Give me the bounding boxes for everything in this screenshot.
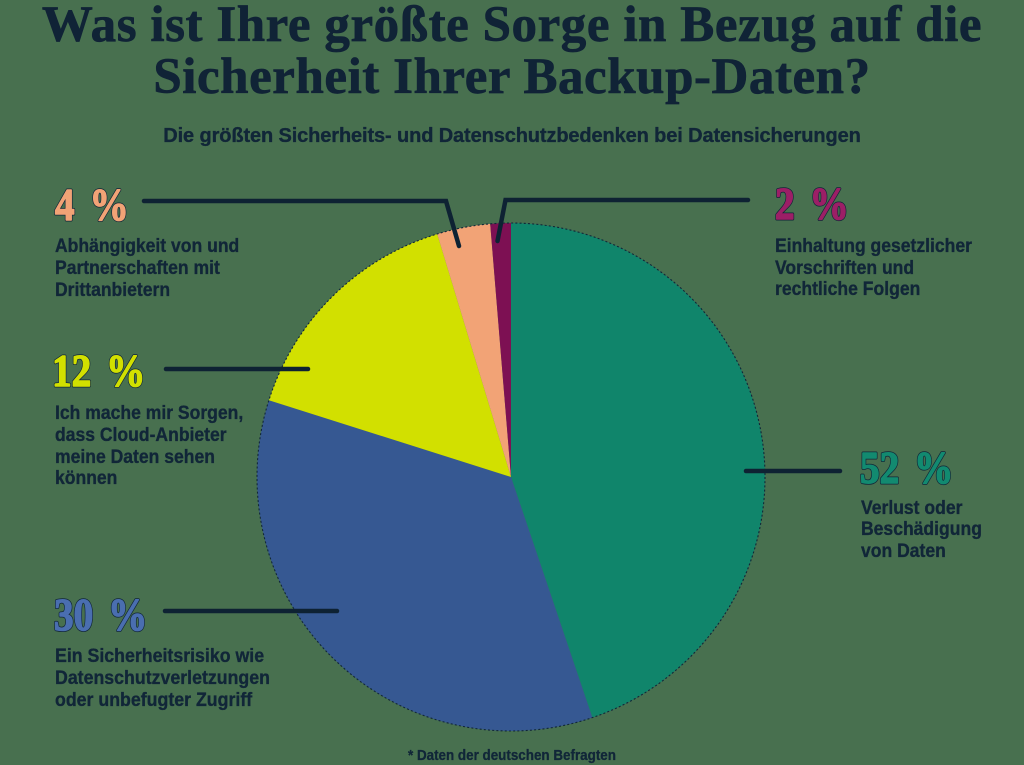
svg-text:30 %: 30 % [54, 591, 147, 641]
svg-text:2 %: 2 % [775, 180, 849, 230]
svg-text:4 %: 4 % [55, 181, 129, 231]
svg-text:30 %: 30 % [54, 591, 147, 641]
svg-text:12 %: 12 % [52, 347, 145, 397]
svg-text:2 %: 2 % [775, 180, 849, 230]
svg-text:52 %: 52 % [860, 444, 953, 494]
svg-text:52 %: 52 % [860, 444, 953, 494]
svg-text:4 %: 4 % [55, 181, 129, 231]
svg-text:12 %: 12 % [52, 347, 145, 397]
